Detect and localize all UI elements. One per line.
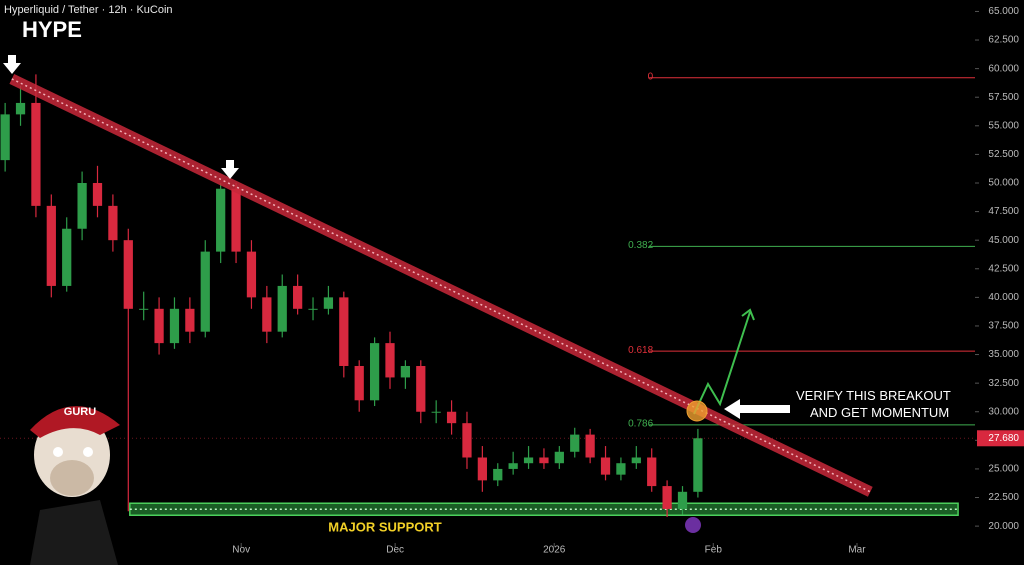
y-tick-label: 55.000	[988, 120, 1019, 131]
support-label: MAJOR SUPPORT	[328, 519, 441, 534]
annotation: VERIFY THIS BREAKOUT AND GET MOMENTUM	[796, 388, 951, 420]
candle-body	[185, 308, 195, 332]
projection-arrow	[693, 308, 755, 415]
support-zone	[129, 502, 959, 516]
top-arrow	[3, 55, 21, 74]
candle-body	[508, 463, 518, 469]
candle-body	[0, 114, 10, 161]
last-price-label: 27.680	[988, 433, 1019, 444]
candle-body	[62, 228, 72, 286]
candle-body	[662, 486, 672, 509]
y-tick-label: 60.000	[988, 63, 1019, 74]
candle-body	[231, 188, 241, 252]
candle-body	[631, 457, 641, 464]
x-tick-label: Nov	[232, 545, 250, 556]
candle-body	[15, 102, 26, 115]
fib-label: 0.786	[628, 419, 653, 430]
candle-body	[616, 463, 626, 475]
candle-body	[77, 182, 87, 229]
y-tick-label: 20.000	[988, 521, 1019, 532]
breakout-marker	[686, 400, 708, 422]
candle-body	[154, 308, 164, 344]
fib-label: 0.382	[628, 240, 653, 251]
y-tick-label: 22.500	[988, 492, 1019, 503]
candle-body	[400, 365, 411, 378]
y-tick-label: 32.500	[988, 378, 1019, 389]
candle-body	[200, 251, 210, 332]
candle-body	[462, 423, 472, 458]
candle-body	[339, 297, 349, 366]
trendline-dots	[11, 78, 871, 493]
candle-body	[108, 205, 118, 241]
y-tick-label: 30.000	[988, 406, 1019, 417]
y-tick-label: 50.000	[988, 178, 1019, 189]
candle-body	[554, 451, 564, 464]
last-price-box	[977, 430, 1024, 447]
candle-body	[246, 251, 257, 298]
candle-body	[354, 365, 364, 401]
candle-body	[293, 285, 303, 309]
fib-label: 0	[648, 71, 654, 82]
x-tick-label: Feb	[705, 545, 723, 556]
candle-body	[493, 468, 503, 481]
candle-body	[431, 411, 441, 413]
y-tick-label: 37.500	[988, 321, 1019, 332]
candle-body	[46, 205, 56, 286]
candle-body	[369, 343, 380, 401]
candle-body	[693, 438, 703, 492]
y-tick-label: 47.500	[988, 206, 1019, 217]
candle-body	[169, 308, 180, 344]
candle-body	[31, 102, 41, 206]
candle-body	[647, 457, 657, 487]
candle-body	[216, 188, 226, 252]
candle-body	[539, 457, 549, 464]
plot: 20.00022.50025.00027.50030.00032.50035.0…	[0, 6, 1024, 556]
y-tick-label: 25.000	[988, 464, 1019, 475]
candle-body	[523, 457, 534, 464]
y-tick-label: 35.000	[988, 349, 1019, 360]
y-tick-label: 40.000	[988, 292, 1019, 303]
candle-body	[446, 411, 457, 424]
candle-body	[92, 182, 103, 206]
candle-body	[416, 365, 426, 412]
candle-body	[385, 343, 395, 378]
y-tick-label: 52.500	[988, 149, 1019, 160]
candle-body	[308, 308, 318, 310]
chart-subtitle: Hyperliquid / Tether · 12h · KuCoin	[4, 4, 173, 16]
candle-body	[570, 434, 580, 452]
event-icon	[685, 517, 701, 533]
annotation-arrow	[724, 399, 790, 419]
candle-body	[262, 297, 272, 332]
fib-label: 0.618	[628, 345, 653, 356]
candle-body	[600, 457, 611, 475]
candle-body	[139, 308, 149, 310]
candle-body	[323, 297, 334, 309]
y-tick-label: 65.000	[988, 6, 1019, 17]
candle-body	[477, 457, 487, 481]
x-tick-label: 2026	[543, 545, 566, 556]
y-tick-label: 45.000	[988, 235, 1019, 246]
candle-body	[277, 285, 287, 332]
chart-title: HYPE	[22, 17, 82, 42]
x-tick-label: Dec	[386, 545, 404, 556]
candle-body	[677, 491, 688, 509]
y-tick-label: 57.500	[988, 92, 1019, 103]
y-tick-label: 62.500	[988, 35, 1019, 46]
candle-body	[123, 240, 133, 309]
avatar: GURU	[30, 406, 120, 565]
y-tick-label: 42.500	[988, 263, 1019, 274]
x-tick-label: Mar	[848, 545, 866, 556]
candle-body	[585, 434, 595, 458]
avatar-badge: GURU	[64, 406, 96, 418]
top-arrow	[221, 160, 239, 179]
